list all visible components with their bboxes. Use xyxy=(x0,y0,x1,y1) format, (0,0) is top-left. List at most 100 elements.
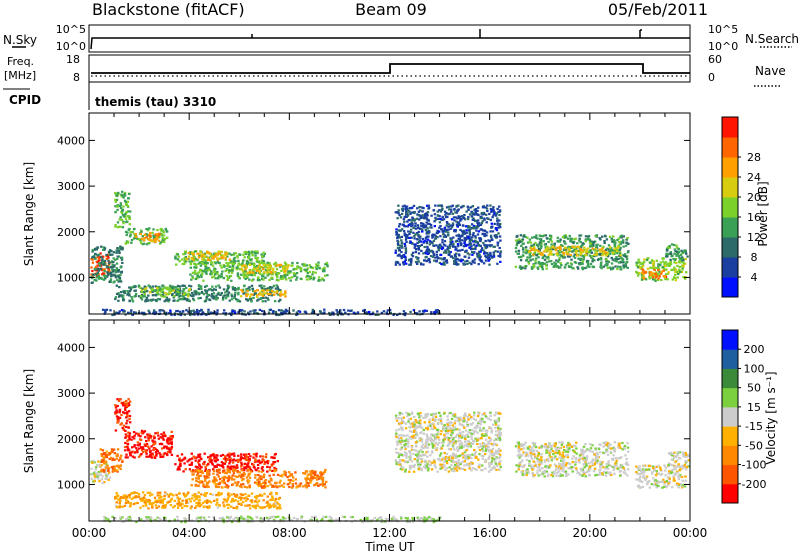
range-gate-cell xyxy=(270,479,273,482)
range-gate-cell xyxy=(459,239,462,242)
range-gate-cell xyxy=(204,477,207,480)
range-gate-cell xyxy=(323,470,327,473)
colorbar-segment xyxy=(722,257,738,278)
range-gate-cell xyxy=(400,250,403,254)
range-gate-cell xyxy=(165,230,169,233)
range-gate-cell xyxy=(175,286,178,289)
range-gate-cell xyxy=(284,269,287,273)
range-gate-cell xyxy=(123,412,126,415)
range-gate-cell xyxy=(177,504,180,507)
range-gate-cell xyxy=(577,246,581,249)
range-gate-cell xyxy=(121,426,124,430)
range-gate-cell xyxy=(268,474,271,477)
range-gate-cell xyxy=(598,248,601,251)
range-gate-cell xyxy=(158,233,161,236)
range-gate-cell xyxy=(120,193,123,196)
range-gate-cell xyxy=(162,431,166,434)
range-gate-cell xyxy=(259,272,262,276)
range-gate-cell xyxy=(149,455,152,458)
range-gate-cell xyxy=(436,214,440,217)
range-gate-cell xyxy=(252,465,256,468)
range-gate-cell xyxy=(533,251,537,254)
range-gate-cell xyxy=(400,244,403,247)
range-gate-cell xyxy=(441,258,444,261)
range-gate-cell xyxy=(178,260,181,263)
range-gate-cell xyxy=(283,274,286,277)
range-gate-cell xyxy=(445,251,448,254)
range-gate-cell xyxy=(209,255,213,258)
range-gate-cell xyxy=(213,480,216,483)
range-gate-cell xyxy=(682,261,685,264)
range-gate-cell xyxy=(138,442,141,445)
range-gate-cell xyxy=(408,218,411,222)
range-gate-cell xyxy=(233,466,236,469)
range-gate-cell xyxy=(477,219,480,222)
range-gate-cell xyxy=(93,256,96,259)
range-gate-cell xyxy=(439,257,442,260)
range-gate-cell xyxy=(110,466,114,469)
range-gate-cell xyxy=(466,262,469,265)
range-gate-cell xyxy=(309,481,312,484)
range-gate-cell xyxy=(256,289,259,292)
range-gate-cell xyxy=(112,251,116,254)
range-gate-cell xyxy=(113,458,116,461)
range-gate-cell xyxy=(220,461,224,464)
range-gate-cell xyxy=(414,260,418,264)
range-gate-cell xyxy=(230,279,233,282)
range-gate-cell xyxy=(599,253,602,256)
range-gate-cell xyxy=(606,266,610,270)
range-gate-cell xyxy=(156,494,159,497)
range-gate-cell xyxy=(126,413,129,416)
range-gate-cell xyxy=(445,230,448,233)
range-gate-cell xyxy=(164,286,167,289)
range-gate-cell xyxy=(582,248,586,251)
range-gate-cell xyxy=(576,245,579,248)
range-gate-cell xyxy=(251,462,254,466)
range-gate-cell xyxy=(169,284,172,287)
range-gate-cell xyxy=(680,249,683,252)
range-gate-cell xyxy=(226,470,229,473)
range-gate-cell xyxy=(167,495,170,498)
range-gate-cell xyxy=(662,267,666,270)
range-gate-cell xyxy=(614,257,617,260)
range-gate-cell xyxy=(170,442,173,446)
range-gate-cell xyxy=(484,259,488,262)
range-gate-cell xyxy=(245,456,249,459)
range-gate-cell xyxy=(589,245,592,248)
range-gate-cell xyxy=(603,241,606,244)
range-gate-cell xyxy=(113,452,116,455)
range-gate-cell xyxy=(230,293,233,296)
range-gate-cell xyxy=(332,311,335,314)
range-gate-cell xyxy=(126,439,129,442)
range-gate-cell xyxy=(266,484,270,488)
range-gate-cell xyxy=(153,309,156,312)
range-gate-cell xyxy=(416,224,420,227)
range-gate-cell xyxy=(596,249,599,252)
range-gate-cell xyxy=(339,309,342,312)
range-gate-cell xyxy=(233,287,237,290)
range-gate-cell xyxy=(273,485,276,488)
range-gate-cell xyxy=(589,262,593,265)
range-gate-cell xyxy=(533,246,536,249)
range-gate-cell xyxy=(234,291,237,294)
range-gate-cell xyxy=(453,219,456,222)
range-gate-cell xyxy=(257,459,261,462)
range-gate-cell xyxy=(105,308,109,311)
range-gate-cell xyxy=(209,457,212,460)
range-gate-cell xyxy=(111,458,114,462)
range-gate-cell xyxy=(106,464,109,467)
range-gate-cell xyxy=(96,475,99,478)
range-gate-cell xyxy=(248,476,252,479)
range-gate-cell xyxy=(194,289,197,293)
range-gate-cell xyxy=(102,457,106,460)
range-gate-cell xyxy=(434,237,438,240)
range-gate-cell xyxy=(450,218,454,221)
range-gate-cell xyxy=(116,255,119,258)
range-gate-cell xyxy=(250,284,254,287)
range-gate-cell xyxy=(484,239,487,243)
range-gate-cell xyxy=(543,262,546,265)
range-gate-cell xyxy=(585,248,588,251)
range-gate-cell xyxy=(213,477,216,480)
range-gate-cell xyxy=(211,493,214,496)
range-gate-cell xyxy=(516,252,519,255)
